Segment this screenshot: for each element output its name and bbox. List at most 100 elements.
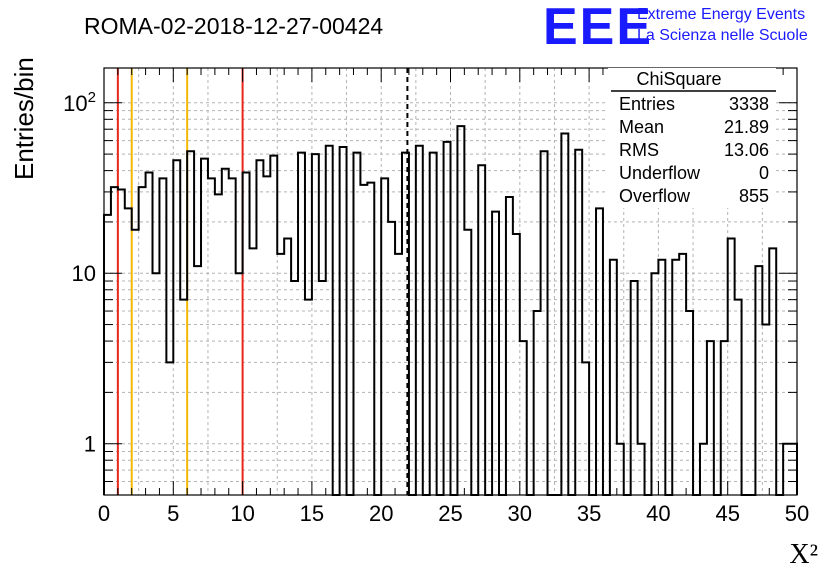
stats-row: Entries 3338 — [619, 94, 769, 114]
y-tick-label: 102 — [63, 89, 96, 116]
histogram-bin — [478, 165, 485, 495]
histogram-bin — [506, 197, 513, 495]
histogram-bin — [492, 212, 499, 495]
histogram-bin — [146, 172, 153, 495]
histogram-bin — [229, 178, 236, 495]
histogram-bin — [735, 300, 742, 495]
x-tick-label: 25 — [438, 501, 462, 526]
histogram-bin — [686, 311, 693, 495]
histogram-bin — [388, 222, 395, 495]
histogram-bin — [464, 230, 471, 495]
histogram-bin — [541, 151, 548, 495]
histogram-bin — [305, 300, 312, 495]
histogram-bin — [180, 300, 187, 495]
histogram-bin — [236, 273, 243, 495]
histogram-bin — [707, 341, 714, 495]
histogram-bin — [201, 159, 208, 495]
eee-logo-line1: Extreme Energy Events — [637, 6, 805, 23]
histogram-bin — [319, 281, 326, 495]
stats-value-underflow: 0 — [759, 163, 769, 183]
histogram-bin — [395, 254, 402, 495]
histogram-bin — [575, 150, 582, 495]
x-tick-label: 0 — [98, 501, 110, 526]
histogram-bin — [139, 187, 146, 495]
histogram-bin — [728, 238, 735, 495]
histogram-bin — [430, 153, 437, 495]
x-tick-label: 20 — [369, 501, 393, 526]
histogram-bin — [444, 142, 451, 495]
stats-value-mean: 21.89 — [724, 117, 769, 137]
x-tick-label: 15 — [300, 501, 324, 526]
histogram-bin — [402, 153, 409, 495]
histogram-bin — [166, 362, 173, 495]
histogram-bin — [416, 146, 423, 495]
y-tick-label: 1 — [84, 432, 96, 457]
histogram-bin — [291, 281, 298, 495]
stats-row: Mean 21.89 — [619, 117, 769, 137]
histogram-bin — [153, 273, 160, 495]
axis-ticks: 0 5 10 15 20 25 30 35 40 45 50 1 10 102 — [63, 68, 809, 526]
histogram-bin — [270, 156, 277, 495]
histogram-bin — [118, 189, 125, 495]
histogram-bin — [298, 153, 305, 495]
stats-label-rms: RMS — [619, 140, 659, 160]
stats-label-mean: Mean — [619, 117, 664, 137]
stats-row: RMS 13.06 — [619, 140, 769, 160]
x-tick-label: 45 — [715, 501, 739, 526]
x-tick-label: 10 — [230, 501, 254, 526]
histogram-bin — [755, 266, 762, 495]
chart-title: ROMA-02-2018-12-27-00424 — [84, 13, 383, 39]
eee-logo-mark: EEE — [543, 0, 653, 56]
stats-value-entries: 3338 — [729, 94, 769, 114]
histogram-bin — [617, 444, 624, 495]
stats-row: Overflow 855 — [619, 186, 769, 206]
histogram-bin — [721, 341, 728, 495]
y-tick-label: 10 — [72, 261, 96, 286]
histogram-bin — [353, 153, 360, 495]
histogram-bin — [125, 208, 132, 495]
histogram-bin — [187, 151, 194, 495]
histogram-bin — [513, 234, 520, 495]
histogram-bin — [582, 362, 589, 495]
histogram-bin — [381, 178, 388, 495]
plot-frame — [103, 67, 798, 496]
histogram-bin — [250, 248, 257, 495]
y-axis-label: Entries/bin — [9, 57, 39, 180]
histogram-bin — [194, 266, 201, 495]
x-axis-label: X² — [789, 539, 818, 570]
histogram-bin — [132, 230, 139, 495]
histogram-bin — [208, 178, 215, 495]
histogram-bin — [360, 185, 367, 495]
histogram-series — [103, 125, 798, 496]
stats-label-overflow: Overflow — [619, 186, 691, 206]
eee-logo-line2: La Scienza nelle Scuole — [637, 27, 808, 44]
x-tick-label: 40 — [646, 501, 670, 526]
histogram-bin — [672, 260, 679, 495]
stats-value-overflow: 855 — [739, 186, 769, 206]
histogram-bin — [256, 160, 263, 495]
histogram-bin — [340, 147, 347, 495]
histogram-bin — [561, 134, 568, 495]
histogram-bin — [159, 178, 166, 495]
stats-row: Underflow 0 — [619, 163, 769, 183]
x-tick-label: 5 — [167, 501, 179, 526]
eee-logo: EEE Extreme Energy Events La Scienza nel… — [543, 0, 808, 56]
histogram-bin — [243, 172, 250, 495]
histogram-bin — [326, 146, 333, 495]
histogram-bin — [679, 254, 686, 495]
histogram-bin — [610, 260, 617, 495]
histogram-bin — [651, 273, 658, 495]
histogram-bin — [263, 176, 270, 495]
histogram-bin — [173, 160, 180, 495]
x-tick-label: 50 — [785, 501, 809, 526]
stats-label-underflow: Underflow — [619, 163, 701, 183]
histogram-bin — [769, 248, 776, 495]
histogram-bin — [762, 325, 769, 495]
histogram-bin — [520, 341, 527, 495]
stats-title: ChiSquare — [636, 69, 721, 89]
histogram-bin — [700, 444, 707, 495]
histogram-bin — [277, 254, 284, 495]
x-tick-label: 35 — [577, 501, 601, 526]
histogram-bin — [457, 126, 464, 495]
